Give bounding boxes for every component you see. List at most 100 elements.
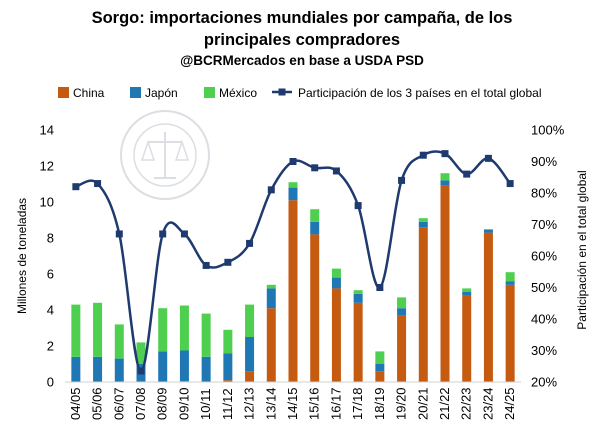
bar-japn-04-05 [71, 356, 81, 382]
legend-label-participacion: Participación de los 3 países en el tota… [298, 86, 542, 100]
y2-axis-label: Participación en el total global [575, 170, 589, 329]
participation-marker-18-19 [376, 284, 384, 291]
bar-china-21-22 [440, 185, 450, 382]
bar-china-13-14 [266, 308, 276, 382]
x-tick-label: 08/09 [155, 387, 170, 420]
y2-tick-label: 50% [531, 280, 557, 295]
bar-mxico-24-25 [505, 272, 515, 282]
bar-china-16-17 [331, 288, 341, 382]
bar-mxico-18-19 [375, 351, 385, 364]
bar-china-17-18 [353, 302, 363, 382]
y-tick-label: 6 [47, 267, 54, 282]
participation-marker-22-23 [463, 170, 471, 178]
x-tick-label: 19/20 [394, 387, 409, 420]
bar-japn-12-13 [245, 337, 255, 372]
bar-japn-08-09 [158, 351, 168, 382]
bar-mxico-14-15 [288, 182, 298, 188]
legend: China Japón México Participación de los … [58, 86, 542, 100]
x-tick-label: 04/05 [68, 387, 83, 420]
x-tick-label: 22/23 [459, 387, 474, 420]
x-tick-label: 09/10 [176, 387, 191, 420]
bolsa-de-comercio-de-rosario-seal [120, 110, 210, 200]
participation-marker-12-13 [246, 239, 254, 247]
x-tick-label: 10/11 [198, 388, 213, 420]
participation-marker-24-25 [506, 180, 514, 188]
bar-mxico-09-10 [179, 305, 189, 351]
y-tick-label: 12 [40, 159, 54, 174]
participation-marker-19-20 [398, 176, 406, 184]
bar-japn-20-21 [418, 221, 428, 228]
bar-japn-14-15 [288, 187, 298, 201]
x-tick-label: 12/13 [242, 387, 257, 420]
participation-marker-23-24 [484, 154, 492, 162]
bar-china-22-23 [462, 295, 472, 382]
participation-marker-13-14 [267, 186, 275, 194]
bars [71, 173, 515, 382]
bar-mxico-05-06 [93, 302, 103, 357]
bar-japn-18-19 [375, 364, 385, 372]
legend-label-mexico: México [219, 86, 257, 100]
participation-marker-05-06 [94, 180, 102, 188]
bar-mxico-19-20 [397, 297, 407, 309]
y-tick-label: 10 [40, 195, 54, 210]
x-tick-label: 06/07 [111, 387, 126, 420]
x-tick-label: 15/16 [307, 387, 322, 420]
bar-china-14-15 [288, 200, 298, 382]
x-tick-label: 23/24 [480, 387, 495, 420]
x-tick-label: 20/21 [415, 387, 430, 420]
bar-japn-15-16 [310, 221, 320, 235]
participation-marker-15-16 [311, 164, 319, 172]
y2-tick-label: 60% [531, 249, 557, 264]
bar-japn-13-14 [266, 288, 276, 309]
bar-japn-21-22 [440, 180, 450, 186]
legend-marker-participacion [278, 88, 286, 96]
bar-japn-10-11 [201, 356, 211, 382]
y-axis-label: Millones de toneladas [15, 198, 29, 314]
bar-china-19-20 [397, 315, 407, 382]
participation-marker-09-10 [180, 230, 188, 238]
participation-marker-04-05 [72, 183, 80, 191]
bar-mxico-12-13 [245, 304, 255, 337]
legend-swatch-china [58, 87, 69, 98]
bar-japn-11-12 [223, 353, 233, 381]
legend-label-japon: Japón [145, 86, 178, 100]
participation-marker-20-21 [419, 151, 427, 159]
bar-mxico-11-12 [223, 329, 233, 354]
participation-marker-16-17 [332, 167, 340, 175]
participation-line [72, 150, 514, 375]
bar-mxico-17-18 [353, 290, 363, 294]
chart-title-line1: Sorgo: importaciones mundiales por campa… [92, 9, 513, 27]
bar-china-20-21 [418, 227, 428, 382]
y-tick-label: 4 [47, 303, 54, 318]
y-tick-label: 14 [40, 123, 54, 138]
bar-china-15-16 [310, 234, 320, 382]
bar-mxico-15-16 [310, 209, 320, 222]
participation-marker-17-18 [354, 202, 362, 210]
bar-mxico-06-07 [114, 324, 124, 359]
participation-marker-07-08 [137, 367, 145, 375]
bar-mxico-23-24 [483, 229, 493, 230]
y2-tick-label: 80% [531, 186, 557, 201]
x-tick-label: 16/17 [328, 387, 343, 420]
participation-marker-10-11 [202, 261, 210, 269]
bar-mxico-16-17 [331, 268, 341, 278]
bar-china-23-24 [483, 232, 493, 382]
bar-mxico-22-23 [462, 288, 472, 292]
legend-swatch-japon [130, 87, 141, 98]
bar-mxico-08-09 [158, 308, 168, 352]
y2-tick-label: 90% [531, 154, 557, 169]
x-tick-label: 17/18 [350, 387, 365, 420]
x-tick-label: 14/15 [285, 387, 300, 420]
y2-tick-label: 20% [531, 375, 557, 390]
bar-japn-19-20 [397, 308, 407, 316]
participation-marker-21-22 [441, 150, 449, 158]
bar-japn-22-23 [462, 292, 472, 296]
participation-marker-06-07 [115, 230, 123, 238]
bar-china-12-13 [245, 371, 255, 382]
legend-label-china: China [73, 86, 105, 100]
y2-tick-label: 70% [531, 217, 557, 232]
participation-marker-08-09 [159, 230, 167, 238]
bar-japn-24-25 [505, 281, 515, 285]
bar-china-18-19 [375, 371, 385, 382]
